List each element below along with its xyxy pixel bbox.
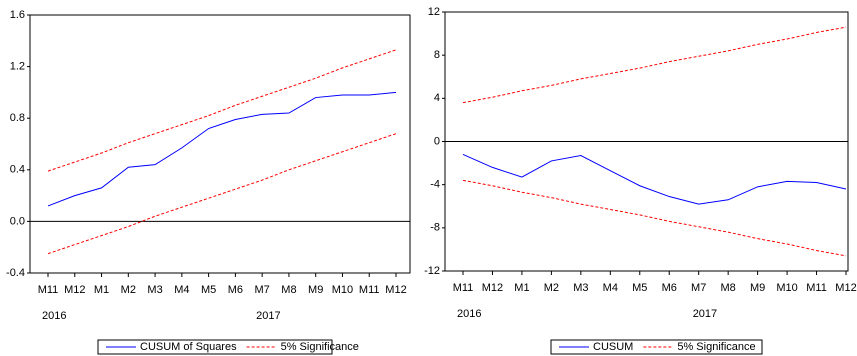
x-tick-label: M8 xyxy=(281,284,296,296)
y-tick-label: 0.4 xyxy=(10,164,25,176)
x-tick-label: M2 xyxy=(544,282,559,294)
x-tick-label: M1 xyxy=(514,282,529,294)
x-tick-label: M4 xyxy=(174,284,189,296)
x-tick-label: M12 xyxy=(835,282,856,294)
legend-label: CUSUM of Squares xyxy=(140,341,237,353)
x-tick-label: M3 xyxy=(147,284,162,296)
y-tick-label: 4 xyxy=(434,92,440,104)
x-tick-label: M11 xyxy=(359,284,380,296)
x-tick-label: M4 xyxy=(603,282,618,294)
y-tick-label: 1.6 xyxy=(10,9,25,21)
y-tick-label: 0.8 xyxy=(10,112,25,124)
x-tick-label: M5 xyxy=(201,284,216,296)
y-tick-label: -0.4 xyxy=(6,267,25,279)
legend-label: CUSUM xyxy=(593,341,633,353)
x-tick-label: M7 xyxy=(691,282,706,294)
x-tick-label: M9 xyxy=(308,284,323,296)
year-label: 2016 xyxy=(457,308,481,320)
legend-label: 5% Significance xyxy=(281,341,359,353)
y-tick-label: 12 xyxy=(428,6,440,18)
y-tick-label: -4 xyxy=(430,179,440,191)
x-tick-label: M12 xyxy=(385,284,406,296)
y-tick-label: 8 xyxy=(434,49,440,61)
x-tick-label: M1 xyxy=(94,284,109,296)
x-tick-label: M6 xyxy=(228,284,243,296)
y-tick-label: -8 xyxy=(430,222,440,234)
series-line xyxy=(463,154,846,204)
page: -0.4 0.0 0.4 0.8 1.2 1.6 M11 2016 M12 M1 M2 M3 M4 M5 M… xyxy=(0,0,857,356)
x-tick-label: M11 xyxy=(806,282,827,294)
x-tick-label: M7 xyxy=(255,284,270,296)
x-tick-label: M9 xyxy=(750,282,765,294)
x-tick-label: M6 xyxy=(662,282,677,294)
y-tick-label: 0.0 xyxy=(10,215,25,227)
year-label: 2016 xyxy=(42,310,66,322)
x-tick-label: M3 xyxy=(573,282,588,294)
x-tick-label: M12 xyxy=(64,284,85,296)
y-tick-label: 0 xyxy=(434,135,440,147)
series-line xyxy=(48,50,396,171)
year-label: 2017 xyxy=(693,308,717,320)
series-line xyxy=(48,134,396,254)
series-line xyxy=(463,27,846,103)
legend-label: 5% Significance xyxy=(677,341,755,353)
x-tick-label: M11 xyxy=(453,282,474,294)
x-tick-label: M8 xyxy=(721,282,736,294)
x-tick-label: M10 xyxy=(776,282,797,294)
y-tick-label: -12 xyxy=(424,265,440,277)
year-label: 2017 xyxy=(256,310,280,322)
x-tick-label: M10 xyxy=(332,284,353,296)
x-tick-label: M12 xyxy=(482,282,503,294)
plot-frame xyxy=(30,15,410,273)
x-tick-label: M11 xyxy=(38,284,59,296)
series-line xyxy=(48,92,396,206)
x-tick-label: M5 xyxy=(632,282,647,294)
y-tick-label: 1.2 xyxy=(10,61,25,73)
x-tick-label: M2 xyxy=(121,284,136,296)
series-line xyxy=(463,180,846,256)
